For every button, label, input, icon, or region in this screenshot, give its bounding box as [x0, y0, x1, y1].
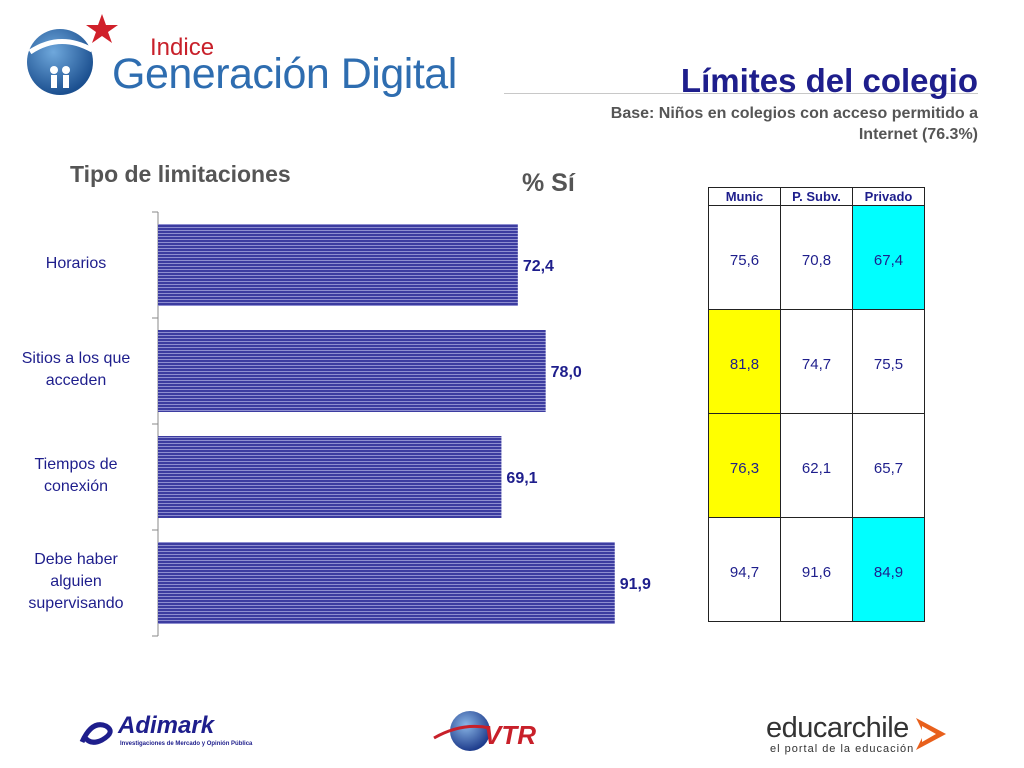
bar-value-label-3: 91,9 — [620, 576, 651, 593]
adimark-tagline: Investigaciones de Mercado y Opinión Púb… — [120, 741, 253, 747]
vtr-logo-icon — [433, 711, 491, 751]
table-header-2: Privado — [852, 187, 925, 206]
category-label-line: Debe haber — [34, 551, 118, 568]
table-row: 81,8 74,7 75,5 — [708, 309, 925, 414]
category-label-line: supervisando — [28, 595, 124, 612]
bar-0 — [158, 224, 518, 306]
category-label-1: Sitios a los que acceden — [6, 348, 146, 392]
table-cell: 76,3 — [708, 413, 781, 518]
adimark-logo-text: Adimark — [118, 712, 215, 739]
bar-2 — [158, 436, 502, 518]
category-label-line: Tiempos de — [34, 456, 118, 473]
logo-indice-text: Indice — [150, 34, 215, 61]
table-cell: 67,4 — [852, 205, 925, 310]
bar-value-label-0: 72,4 — [523, 258, 554, 275]
page-subtitle: Base: Niños en colegios con acceso permi… — [610, 105, 978, 143]
logo-generacion-digital-text: Generación Digital — [112, 50, 457, 98]
bar-1 — [158, 330, 546, 412]
category-label-line: Sitios a los que — [21, 350, 131, 367]
table-cell: 75,6 — [708, 205, 781, 310]
category-label-line: conexión — [43, 478, 109, 495]
educarchile-arrow-icon — [916, 718, 946, 750]
category-label-0: Horarios — [6, 253, 146, 275]
bar-3 — [158, 542, 615, 624]
table-row: 94,7 91,6 84,9 — [708, 517, 925, 622]
table-row: 76,3 62,1 65,7 — [708, 413, 925, 518]
table-row: 75,6 70,8 67,4 — [708, 205, 925, 310]
table-header-0: Munic — [708, 187, 781, 206]
page-title: Límites del colegio — [680, 62, 978, 99]
category-label-3: Debe haber alguien supervisando — [6, 549, 146, 615]
bar-value-label-2: 69,1 — [506, 470, 537, 487]
vtr-logo-text: VTR — [484, 720, 536, 750]
table-cell: 84,9 — [852, 517, 925, 622]
indice-logo-icon — [27, 14, 118, 95]
table-cell: 62,1 — [780, 413, 853, 518]
category-label-line: acceden — [45, 372, 107, 389]
bar-chart: 72,4 78,0 69,1 91,9 — [152, 211, 651, 637]
title-divider — [504, 93, 978, 94]
category-label-line: Horarios — [45, 255, 107, 272]
table-cell: 70,8 — [780, 205, 853, 310]
chart-unit-label: % Sí — [522, 169, 575, 197]
table-cell: 94,7 — [708, 517, 781, 622]
table-cell: 81,8 — [708, 309, 781, 414]
chart-title: Tipo de limitaciones — [70, 161, 291, 187]
table-header-1: P. Subv. — [780, 187, 853, 206]
bar-value-label-1: 78,0 — [551, 364, 582, 381]
adimark-logo-icon — [79, 722, 113, 745]
educarchile-tagline: el portal de la educación — [770, 743, 915, 755]
table-cell: 65,7 — [852, 413, 925, 518]
segment-table: Munic P. Subv. Privado 75,6 70,8 67,4 81,8 74,… — [708, 187, 925, 622]
table-cell: 91,6 — [780, 517, 853, 622]
category-label-2: Tiempos de conexión — [6, 454, 146, 498]
category-label-line: alguien — [50, 573, 102, 590]
educarchile-logo-text: educarchile — [766, 712, 909, 744]
table-cell: 74,7 — [780, 309, 853, 414]
table-cell: 75,5 — [852, 309, 925, 414]
